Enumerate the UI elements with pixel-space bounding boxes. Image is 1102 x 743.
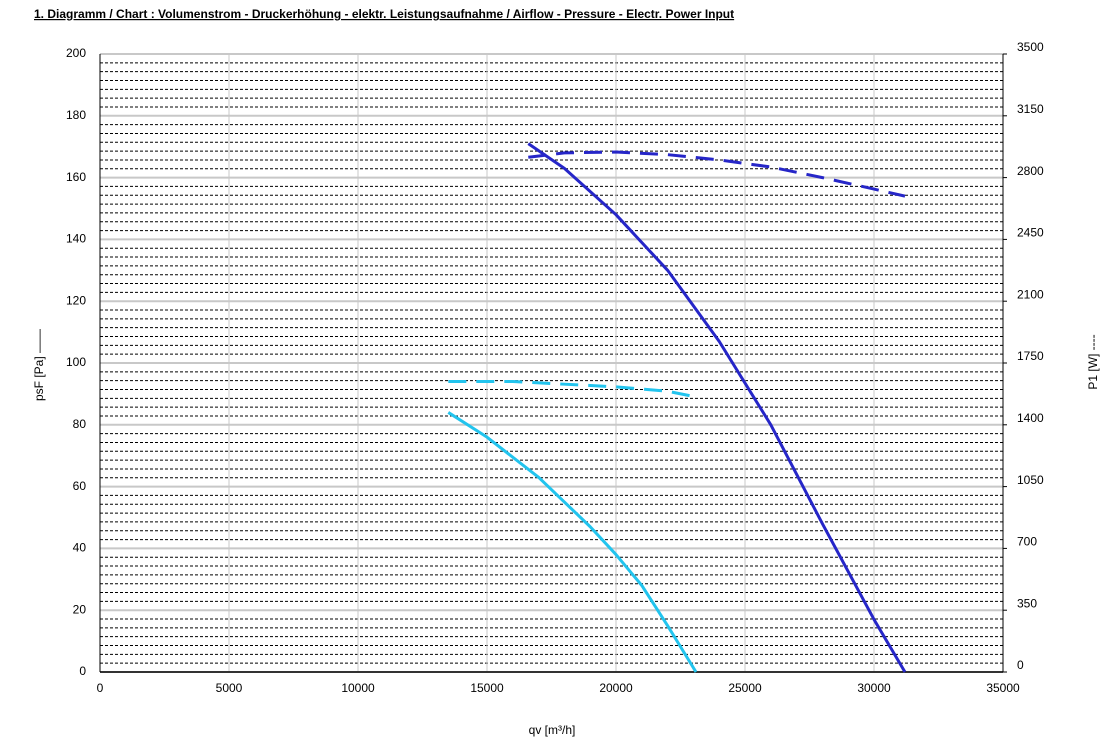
- series-line: [528, 150, 906, 198]
- y-tick-label: 120: [66, 293, 86, 307]
- y2-tick-label: 1400: [1017, 411, 1044, 425]
- y-tick-label: 160: [66, 170, 86, 184]
- y-tick-label: 100: [66, 355, 86, 369]
- y-tick-label: 40: [73, 541, 87, 555]
- series-line: [448, 380, 699, 399]
- y2-tick-label: 700: [1017, 535, 1037, 549]
- y-axis-label: psF [Pa] ——: [32, 329, 46, 401]
- series-line: [527, 142, 907, 673]
- x-tick-label: 35000: [986, 681, 1020, 695]
- y-tick-label: 20: [73, 602, 87, 616]
- y-tick-label: 0: [79, 664, 86, 678]
- y2-tick-label: 1050: [1017, 473, 1044, 487]
- y2-tick-label: 350: [1017, 596, 1037, 610]
- x-tick-label: 5000: [216, 681, 243, 695]
- y-tick-label: 60: [73, 479, 87, 493]
- y-tick-label: 80: [73, 417, 87, 431]
- chart-title: 1. Diagramm / Chart : Volumenstrom - Dru…: [34, 7, 734, 21]
- y2-axis-label: P1 [W] ----: [1086, 334, 1100, 389]
- y-tick-label: 140: [66, 232, 86, 246]
- y2-tick-label: 0: [1017, 658, 1024, 672]
- y2-tick-label: 3150: [1017, 102, 1044, 116]
- y-tick-label: 200: [66, 46, 86, 60]
- y2-tick-label: 2100: [1017, 287, 1044, 301]
- x-axis-label: qv [m³/h]: [529, 723, 576, 737]
- x-tick-label: 30000: [857, 681, 891, 695]
- x-tick-label: 10000: [341, 681, 375, 695]
- y2-tick-label: 3500: [1017, 40, 1044, 54]
- y-tick-label: 180: [66, 108, 86, 122]
- series-line: [447, 411, 698, 673]
- x-tick-label: 20000: [599, 681, 633, 695]
- y2-tick-label: 1750: [1017, 349, 1044, 363]
- x-tick-label: 0: [97, 681, 104, 695]
- x-tick-label: 25000: [728, 681, 762, 695]
- y2-tick-label: 2450: [1017, 226, 1044, 240]
- y2-tick-label: 2800: [1017, 164, 1044, 178]
- x-tick-label: 15000: [470, 681, 504, 695]
